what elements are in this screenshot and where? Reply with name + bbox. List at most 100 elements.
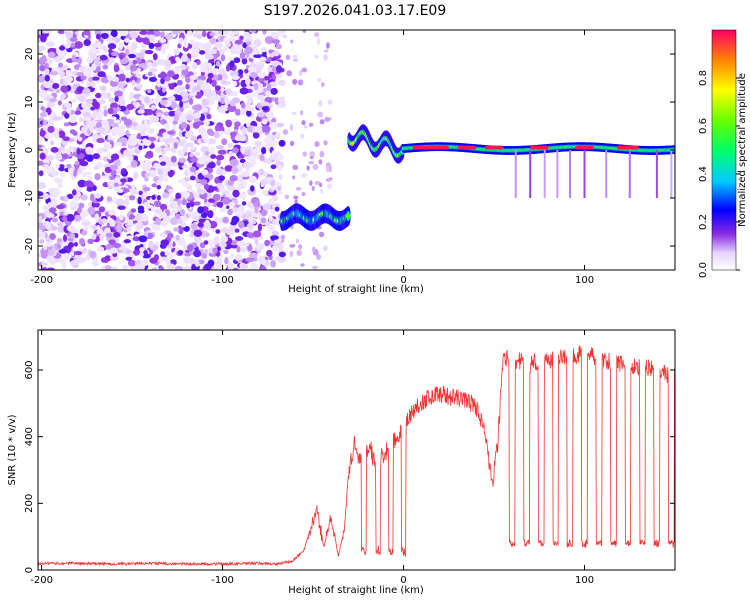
spectrogram-cell (193, 112, 202, 119)
spectrogram-cell (260, 46, 267, 53)
snr-panel: -200 -100 0 100 0 200 400 600 Height of straigh… (7, 329, 676, 596)
spectrogram-cell (136, 221, 144, 230)
colorbar-ticks: 0.0 0.2 0.4 0.6 0.8 (698, 70, 740, 278)
spectrogram-cell (125, 256, 132, 261)
spectrogram-cell (110, 153, 118, 161)
spectrogram-cell (234, 254, 243, 261)
x-tick-label: -200 (30, 275, 53, 286)
spectrogram-cell (59, 94, 65, 101)
spectrogram-cell (155, 217, 162, 225)
spectrogram-cell (175, 56, 180, 62)
spectrogram-cell (89, 251, 97, 259)
spectrogram-cell (259, 154, 265, 162)
spectrogram-cell (182, 181, 189, 188)
spectrogram-cell (48, 207, 57, 213)
spectrogram-cell (140, 63, 149, 68)
spectrogram-cell (228, 263, 233, 270)
spectrogram-cell (147, 71, 153, 76)
spectrogram-cell (226, 128, 232, 134)
spectrogram-cell (295, 238, 299, 244)
spectrogram-cell (212, 68, 220, 73)
spectrogram-cell (270, 31, 279, 38)
y-tick-label: 10 (24, 96, 35, 109)
spectrogram-cell (181, 121, 188, 129)
spectrogram-cell (324, 116, 330, 123)
spectrogram-cell (39, 91, 48, 99)
spectrogram-cell (114, 90, 123, 97)
spectrogram-cell (160, 251, 165, 257)
spectrogram-cell (543, 150, 546, 198)
spectrogram-cell (178, 86, 186, 91)
spectrogram-cell (100, 265, 106, 270)
spectrogram-cell (189, 201, 195, 208)
spectrogram-cell (215, 145, 224, 150)
spectrogram-cell (218, 187, 226, 193)
spectrogram-cell (221, 72, 228, 80)
spectrogram-cell (192, 215, 200, 221)
spectrogram-cell (240, 179, 247, 187)
spectrogram-cell (174, 265, 184, 270)
spectrogram-cell (113, 64, 120, 73)
spectrogram-cell (65, 69, 73, 77)
spectrogram-cell (129, 64, 138, 72)
spectrogram-cell (252, 230, 262, 238)
spectrogram-cell (189, 91, 197, 97)
spectrogram-cell (49, 258, 55, 265)
spectrogram-cell (304, 124, 308, 129)
spectrogram-cell (278, 139, 286, 147)
spectrogram-cell (109, 57, 115, 64)
spectrogram-cell (171, 30, 181, 35)
spectrogram-cell (289, 140, 295, 147)
spectrogram-cell (38, 215, 43, 224)
spectrogram-cell (61, 261, 67, 270)
spectrogram-cell (80, 194, 88, 201)
spectrogram-cell (180, 91, 189, 98)
colorbar-tick-label: 0.0 (698, 262, 709, 278)
spectrogram-cell (179, 100, 184, 108)
spectrogram-cell (297, 79, 304, 86)
spectrogram-cell (89, 52, 98, 60)
spectrogram-cell (86, 101, 91, 108)
spectrogram-cell (91, 136, 98, 143)
spectrogram-cell (205, 120, 210, 126)
spectrogram-cell (222, 242, 227, 248)
spectrogram-cell (128, 139, 137, 147)
spectrogram-cell (98, 218, 103, 225)
colorbar-tick-label: 0.2 (698, 214, 709, 230)
spectrogram-cell (85, 146, 94, 155)
snr-ticks: -200 -100 0 100 0 200 400 600 (24, 330, 675, 586)
spectrogram-cell (239, 87, 249, 95)
spectrogram-cell (314, 140, 320, 147)
spectrogram-cell (177, 198, 182, 207)
spectrogram-cell (569, 150, 572, 198)
spectrogram-cell (218, 30, 224, 35)
spectrogram-cell (38, 75, 46, 83)
spectrogram-cell (207, 161, 216, 169)
spectrogram-cell (206, 113, 212, 120)
spectrogram-cell (183, 41, 189, 49)
spectrogram-cell (225, 88, 232, 96)
spectrogram-cell (52, 132, 60, 138)
spectrogram-cell (59, 45, 66, 51)
spectrogram-cell (226, 184, 235, 190)
spectrogram-cell (290, 39, 294, 44)
spectrogram-cell (118, 73, 126, 82)
spectrogram-cell (137, 196, 142, 205)
spectrogram-cell (177, 149, 185, 158)
spectrogram-cell (194, 104, 203, 111)
spectrogram-cell (99, 85, 107, 91)
spectrogram-cell (234, 121, 241, 127)
spectrogram-cell (196, 60, 201, 65)
spectrogram-cell (46, 100, 55, 108)
spectrogram-cell (319, 119, 325, 125)
spectrogram-cell (186, 184, 193, 191)
spectrogram-cell (249, 185, 255, 192)
spectrogram-cell (98, 206, 106, 213)
spectrogram-cell (142, 123, 151, 132)
spectrogram-cell (57, 243, 62, 250)
spectrogram-cell (38, 135, 43, 144)
spectrogram-cell (38, 266, 42, 270)
spectrogram-cell (208, 238, 213, 247)
spectrogram-cell (212, 193, 221, 201)
spectrogram-cell (320, 188, 324, 195)
